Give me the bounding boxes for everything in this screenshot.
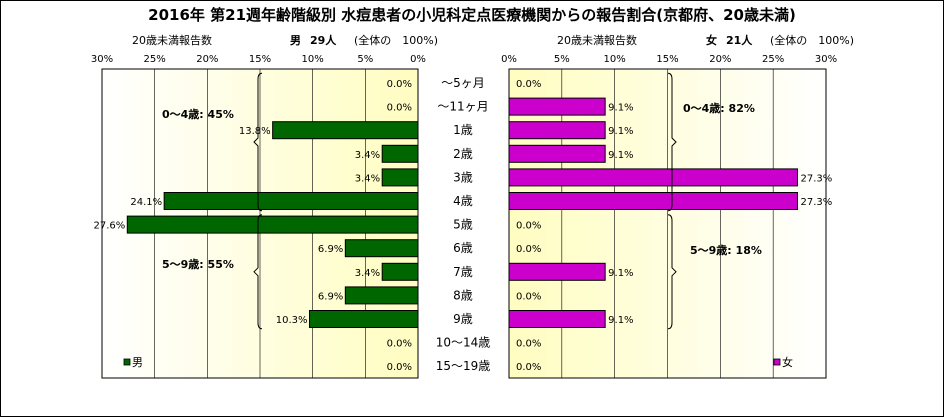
tick-label-right: 10% bbox=[604, 54, 626, 65]
value-label-female: 9.1% bbox=[608, 268, 633, 279]
category-label: 2歳 bbox=[453, 147, 473, 161]
bars bbox=[126, 97, 798, 328]
value-label-female: 9.1% bbox=[608, 126, 633, 137]
bar-male bbox=[344, 239, 419, 258]
value-label-female: 0.0% bbox=[516, 244, 541, 255]
bar-female bbox=[508, 310, 606, 328]
tick-label-right: 30% bbox=[815, 54, 837, 65]
category-labels: ～5ヶ月 ～11ヶ月 1歳 2歳 3歳 4歳 5歳 6歳 7歳 8歳 9歳 10～14歳 15～19歳 bbox=[436, 76, 491, 373]
value-label-male: 0.0% bbox=[387, 339, 412, 350]
group-label-male-0-4: 0～4歳: 45% bbox=[162, 107, 234, 121]
group-label-male-5-9: 5～9歳: 55% bbox=[162, 257, 234, 271]
value-label-male: 0.0% bbox=[387, 79, 412, 90]
category-label: 4歳 bbox=[453, 194, 473, 208]
category-label: 6歳 bbox=[453, 241, 473, 255]
bar-male bbox=[344, 286, 419, 305]
value-label-female: 0.0% bbox=[516, 221, 541, 232]
chart-title: 2016年 第21週年齢階級別 水痘患者の小児科定点医療機関からの報告割合(京都… bbox=[148, 6, 796, 24]
tick-label-left: 25% bbox=[144, 54, 166, 65]
group-bracket-female bbox=[667, 214, 677, 330]
category-label: 5歳 bbox=[453, 218, 473, 232]
left-header-count: 29人 bbox=[310, 33, 337, 47]
value-label-male: 0.0% bbox=[387, 103, 412, 114]
bar-male bbox=[126, 215, 419, 234]
value-label-female: 9.1% bbox=[608, 315, 633, 326]
category-label: 7歳 bbox=[453, 265, 473, 279]
left-header-total: (全体の 100%) bbox=[354, 33, 438, 47]
tick-labels: 0% 0% 5% 5% 10% 10% 15% 15% 20% 20% 25% 25% 30% 30% bbox=[91, 54, 837, 65]
value-label-male: 3.4% bbox=[355, 173, 380, 184]
category-label: ～5ヶ月 bbox=[441, 76, 485, 90]
left-header-sex: 男 bbox=[290, 34, 301, 47]
category-label: 9歳 bbox=[453, 312, 473, 326]
value-labels: 0.0% 0.0% 0.0% 9.1% 13.8% 9.1% 3.4% 9.1% 3.4% 27.… bbox=[93, 79, 832, 373]
tick-label-left: 0% bbox=[410, 54, 426, 65]
category-label: ～11ヶ月 bbox=[437, 100, 488, 114]
bar-female bbox=[508, 97, 606, 116]
left-axis-label: 20歳未満報告数 bbox=[132, 34, 212, 47]
category-label: 15～19歳 bbox=[436, 359, 491, 373]
right-header-sex: 女 bbox=[706, 33, 717, 47]
value-label-male: 10.3% bbox=[276, 315, 308, 326]
bar-male bbox=[272, 121, 419, 140]
value-label-female: 9.1% bbox=[608, 150, 633, 161]
bar-female bbox=[508, 121, 606, 140]
bar-male bbox=[381, 262, 419, 281]
category-label: 8歳 bbox=[453, 288, 473, 302]
tick-label-left: 20% bbox=[196, 54, 218, 65]
tick-label-right: 25% bbox=[762, 54, 784, 65]
group-annotations: 0～4歳: 45% 5～9歳: 55% 0～4歳: 82% 5～9歳: 18% bbox=[162, 72, 762, 330]
value-label-female: 27.3% bbox=[800, 173, 832, 184]
value-label-female: 9.1% bbox=[608, 103, 633, 114]
bar-male bbox=[381, 168, 419, 187]
value-label-male: 27.6% bbox=[93, 221, 125, 232]
legend-female-label: 女 bbox=[782, 355, 793, 369]
bar-female bbox=[508, 192, 798, 210]
value-label-male: 24.1% bbox=[130, 197, 162, 208]
value-label-female: 0.0% bbox=[516, 79, 541, 90]
tick-label-right: 0% bbox=[501, 54, 517, 65]
right-header-total: (全体の 100%) bbox=[770, 33, 854, 47]
tick-label-right: 15% bbox=[656, 54, 678, 65]
tick-label-left: 10% bbox=[302, 54, 324, 65]
tick-label-left: 30% bbox=[91, 54, 113, 65]
bar-male bbox=[309, 310, 419, 328]
bar-female bbox=[508, 144, 606, 163]
tick-label-left: 5% bbox=[357, 54, 373, 65]
group-label-female-0-4: 0～4歳: 82% bbox=[683, 101, 755, 115]
bar-male bbox=[163, 192, 419, 210]
value-label-male: 13.8% bbox=[239, 126, 271, 137]
bar-male bbox=[381, 144, 419, 163]
bar-female bbox=[508, 262, 606, 281]
value-label-male: 3.4% bbox=[355, 268, 380, 279]
value-label-female: 0.0% bbox=[516, 362, 541, 373]
bar-female bbox=[508, 168, 798, 187]
right-axis-label: 20歳未満報告数 bbox=[557, 34, 637, 47]
legend-male-label: 男 bbox=[132, 356, 143, 369]
value-label-male: 0.0% bbox=[387, 362, 412, 373]
category-label: 3歳 bbox=[453, 170, 473, 184]
legend-male-swatch bbox=[123, 358, 131, 366]
value-label-female: 0.0% bbox=[516, 291, 541, 302]
value-label-female: 27.3% bbox=[800, 197, 832, 208]
value-label-male: 6.9% bbox=[318, 244, 343, 255]
value-label-male: 3.4% bbox=[355, 150, 380, 161]
group-bracket-male bbox=[253, 72, 263, 212]
value-label-female: 0.0% bbox=[516, 339, 541, 350]
right-header-count: 21人 bbox=[726, 33, 753, 47]
value-label-male: 6.9% bbox=[318, 291, 343, 302]
category-label: 1歳 bbox=[453, 123, 473, 137]
tick-label-right: 5% bbox=[554, 54, 570, 65]
category-label: 10～14歳 bbox=[436, 336, 491, 350]
group-bracket-female bbox=[667, 72, 677, 212]
tick-label-right: 20% bbox=[709, 54, 731, 65]
group-label-female-5-9: 5～9歳: 18% bbox=[690, 243, 762, 257]
group-bracket-male bbox=[253, 214, 263, 330]
legend-female-swatch bbox=[773, 358, 781, 366]
tick-label-left: 15% bbox=[249, 54, 271, 65]
